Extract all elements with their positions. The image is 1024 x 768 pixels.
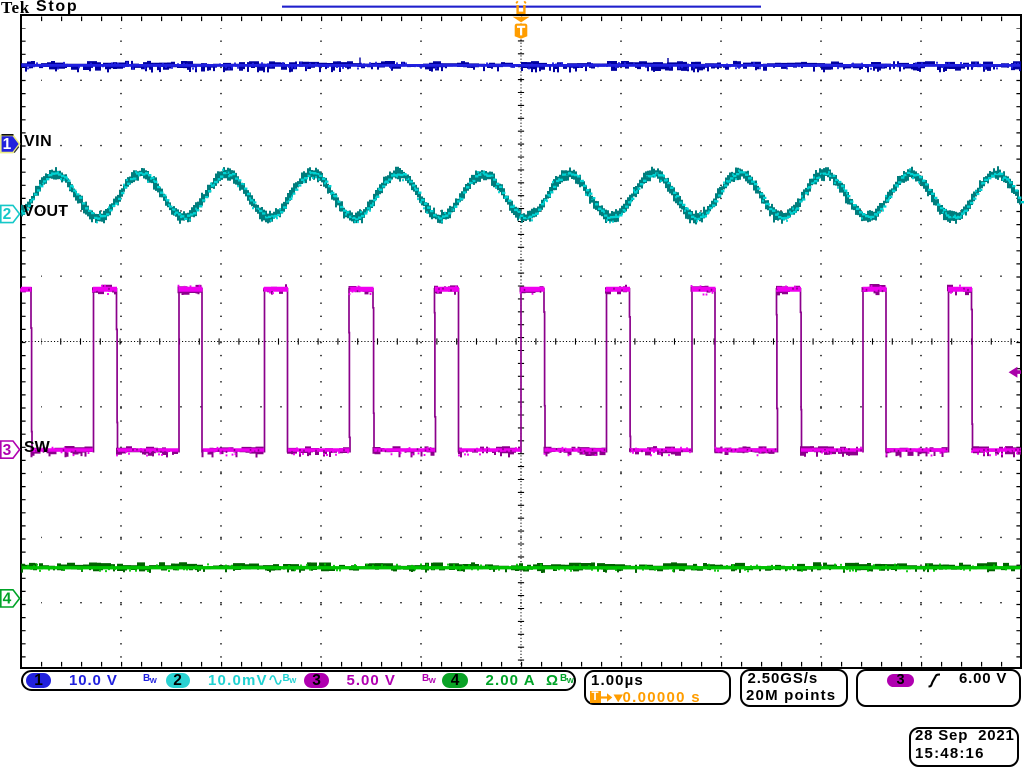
svg-text:3: 3 bbox=[3, 442, 12, 459]
svg-text:2: 2 bbox=[3, 206, 12, 223]
svg-text:4: 4 bbox=[3, 591, 12, 608]
svg-text:1: 1 bbox=[3, 136, 12, 153]
